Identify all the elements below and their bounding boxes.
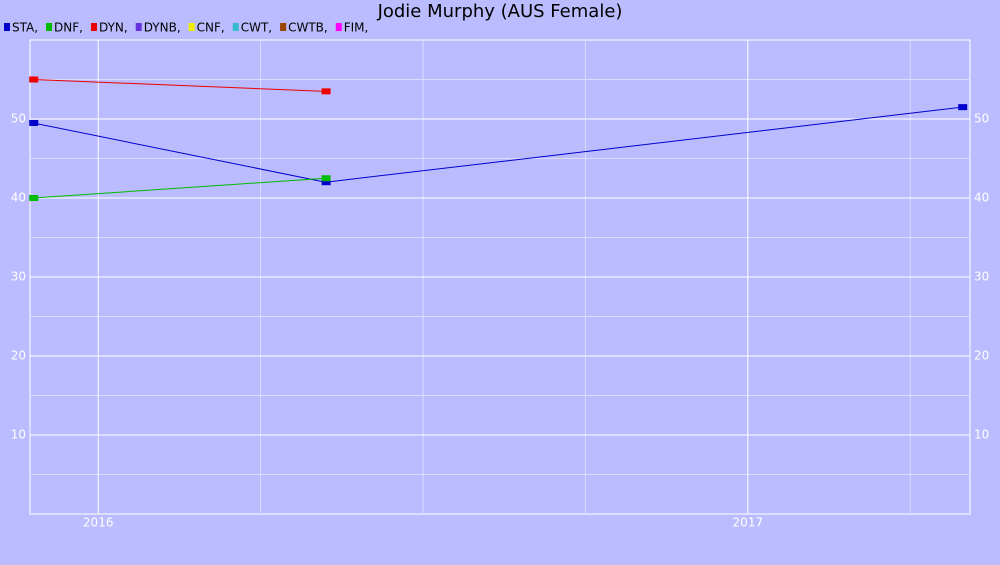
legend-label: DYN, — [99, 21, 128, 35]
series-line — [33, 79, 326, 92]
legend-label: FIM, — [344, 21, 369, 35]
y2-tick-label: 10 — [974, 428, 989, 442]
y2-tick-label: 30 — [974, 270, 989, 284]
legend-label: DNF, — [54, 21, 83, 35]
x-tick-label: 2017 — [733, 516, 764, 530]
legend-label: CWTB, — [288, 21, 328, 35]
legend-label: CNF, — [197, 21, 225, 35]
legend-swatch — [4, 23, 10, 31]
point-marker — [29, 195, 39, 201]
point-marker — [29, 76, 39, 83]
series-line — [33, 177, 326, 199]
y-tick-label: 40 — [11, 191, 26, 205]
y-tick-label: 10 — [11, 428, 26, 442]
point-marker — [958, 104, 968, 111]
legend-label: STA, — [12, 21, 38, 35]
legend-label: CWT, — [241, 21, 272, 35]
y-tick-label: 50 — [11, 112, 26, 126]
y-tick-label: 30 — [11, 270, 26, 284]
y2-tick-label: 40 — [974, 191, 989, 205]
y2-tick-label: 20 — [974, 349, 989, 363]
point-marker — [321, 179, 331, 186]
y-tick-label: 20 — [11, 349, 26, 363]
chart-title: Jodie Murphy (AUS Female) — [377, 1, 623, 22]
legend-swatch — [232, 23, 239, 31]
legend-swatch — [135, 23, 142, 31]
legend-swatch — [46, 23, 53, 31]
point-marker — [29, 119, 39, 126]
x-tick-label: 2016 — [83, 516, 114, 530]
legend-swatch — [280, 23, 287, 31]
y2-tick-label: 50 — [974, 112, 989, 126]
legend-swatch — [90, 23, 97, 31]
legend-swatch — [188, 23, 195, 31]
legend-label: DYNB, — [144, 21, 181, 35]
legend-swatch — [335, 23, 342, 31]
point-marker — [321, 88, 331, 95]
point-marker — [321, 175, 331, 182]
